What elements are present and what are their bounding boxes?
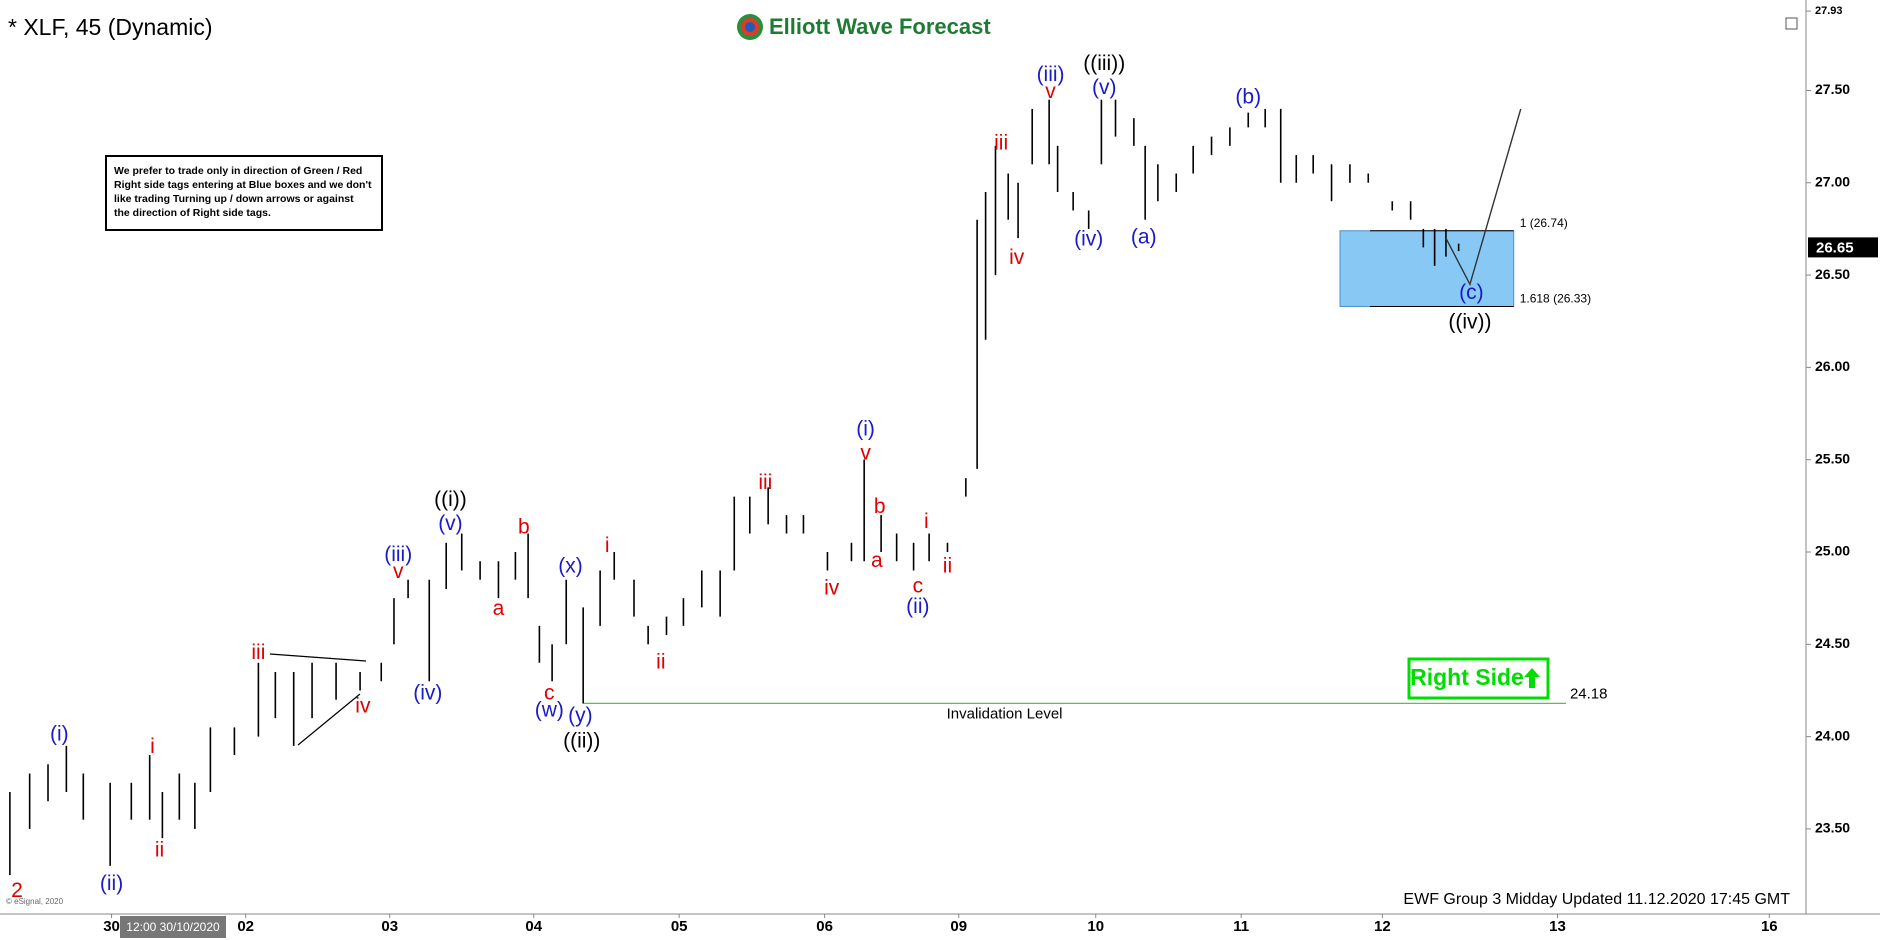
x-tick-label: 10	[1087, 918, 1104, 935]
x-tick-label: 11	[1233, 918, 1249, 935]
right-side-tag: Right Side	[1407, 657, 1550, 700]
wave-label: (iii)	[384, 543, 412, 566]
wave-label: ((iii))	[1083, 52, 1125, 75]
triangle-pattern	[269, 653, 367, 746]
invalidation-label: Invalidation Level	[947, 705, 1063, 722]
wave-label: i	[150, 735, 155, 758]
crosshair-label: 12:00 30/10/2020	[126, 920, 220, 934]
x-tick-label: 06	[816, 918, 833, 935]
wave-label: iv	[355, 695, 371, 718]
wave-label: (i)	[50, 722, 69, 745]
last-price-box	[1808, 237, 1878, 258]
wave-label: i	[605, 534, 610, 557]
projection-path	[1445, 108, 1522, 287]
y-tick-label: 25.00	[1815, 543, 1850, 559]
last-price-label: 26.65	[1816, 239, 1854, 256]
wave-label: (x)	[558, 554, 583, 577]
wave-label: (v)	[438, 512, 463, 535]
wave-label: iv	[1009, 246, 1025, 269]
triangle-line	[269, 653, 367, 662]
right-side-label: Right Side	[1410, 664, 1524, 690]
wave-label: a	[493, 597, 505, 620]
fib-label: 1.618 (26.33)	[1520, 292, 1591, 306]
y-tick-label: 27.93	[1815, 5, 1843, 17]
wave-label: ii	[943, 554, 952, 577]
wave-label: (iv)	[1074, 228, 1103, 251]
y-tick-label: 27.00	[1815, 173, 1850, 189]
wave-label: ii	[656, 650, 665, 673]
crosshair-box	[120, 916, 226, 938]
wave-label: (ii)	[100, 872, 123, 895]
wave-label: v	[393, 560, 404, 583]
y-tick-label: 23.50	[1815, 820, 1850, 836]
wave-label: c	[913, 575, 924, 598]
note-line: Right side tags entering at Blue boxes a…	[114, 179, 372, 191]
wave-label: (y)	[568, 704, 593, 727]
y-tick-label: 26.50	[1815, 266, 1850, 282]
wave-label: (b)	[1235, 85, 1261, 108]
target-box	[1339, 230, 1515, 307]
wave-label: iii	[758, 471, 772, 494]
wave-label: a	[871, 549, 883, 572]
x-tick-label: 04	[525, 918, 542, 935]
chart-title: * XLF, 45 (Dynamic)	[8, 14, 213, 40]
wave-label: c	[544, 682, 555, 705]
x-tick-label: 05	[671, 918, 688, 935]
wave-label: (c)	[1459, 281, 1484, 304]
x-tick-label: 09	[950, 918, 967, 935]
wave-label: v	[1045, 80, 1056, 103]
x-tick-label: 02	[237, 918, 254, 935]
wave-label: ((iv))	[1448, 311, 1491, 334]
note-line: the direction of Right side tags.	[114, 207, 271, 219]
brand-logo: Elliott Wave Forecast	[737, 14, 991, 40]
logo-ring	[745, 22, 755, 32]
wave-label: iv	[824, 576, 840, 599]
wave-label: ((i))	[434, 488, 467, 511]
wave-label: i	[924, 510, 929, 533]
y-tick-label: 25.50	[1815, 450, 1850, 466]
wave-label: (iv)	[413, 682, 442, 705]
note-line: We prefer to trade only in direction of …	[114, 165, 362, 177]
wave-label: b	[874, 495, 886, 518]
wave-label: (iii)	[1037, 63, 1065, 86]
wave-label: ((ii))	[563, 730, 600, 753]
wave-label: v	[860, 442, 871, 465]
invalidation-value: 24.18	[1570, 685, 1608, 702]
wave-label: ii	[155, 839, 164, 862]
note-box: We prefer to trade only in direction of …	[105, 155, 383, 231]
wave-label: (i)	[856, 418, 875, 441]
wave-label: (v)	[1092, 76, 1117, 99]
wave-label: 2	[11, 879, 23, 902]
x-tick-label: 03	[381, 918, 398, 935]
fib-label: 1 (26.74)	[1520, 216, 1568, 230]
wave-label: (a)	[1131, 226, 1157, 249]
wave-label: iii	[994, 132, 1008, 155]
y-tick-label: 24.50	[1815, 635, 1850, 651]
triangle-line	[297, 693, 361, 746]
footer: EWF Group 3 Midday Updated 11.12.2020 17…	[1403, 891, 1790, 908]
x-tick-label: 12	[1374, 918, 1391, 935]
x-tick-label: 30	[103, 918, 120, 935]
brand-name: Elliott Wave Forecast	[769, 14, 991, 39]
y-tick-label: 26.00	[1815, 358, 1850, 374]
y-tick-label: 24.00	[1815, 727, 1850, 743]
wave-label: (w)	[535, 698, 564, 721]
y-tick-label: 27.50	[1815, 81, 1850, 97]
wave-label: iii	[251, 641, 265, 664]
x-tick-label: 16	[1761, 918, 1778, 935]
right-side-arrow	[1524, 668, 1540, 688]
wave-label: (ii)	[906, 595, 929, 618]
x-tick-label: 13	[1549, 918, 1566, 935]
right-side-frame	[1407, 657, 1550, 700]
note-line: like trading Turning up / down arrows or…	[114, 193, 354, 205]
note-frame	[105, 155, 383, 231]
copyright: © eSignal, 2020	[6, 897, 64, 906]
wave-label: b	[518, 516, 530, 539]
window-icon	[1785, 17, 1798, 30]
